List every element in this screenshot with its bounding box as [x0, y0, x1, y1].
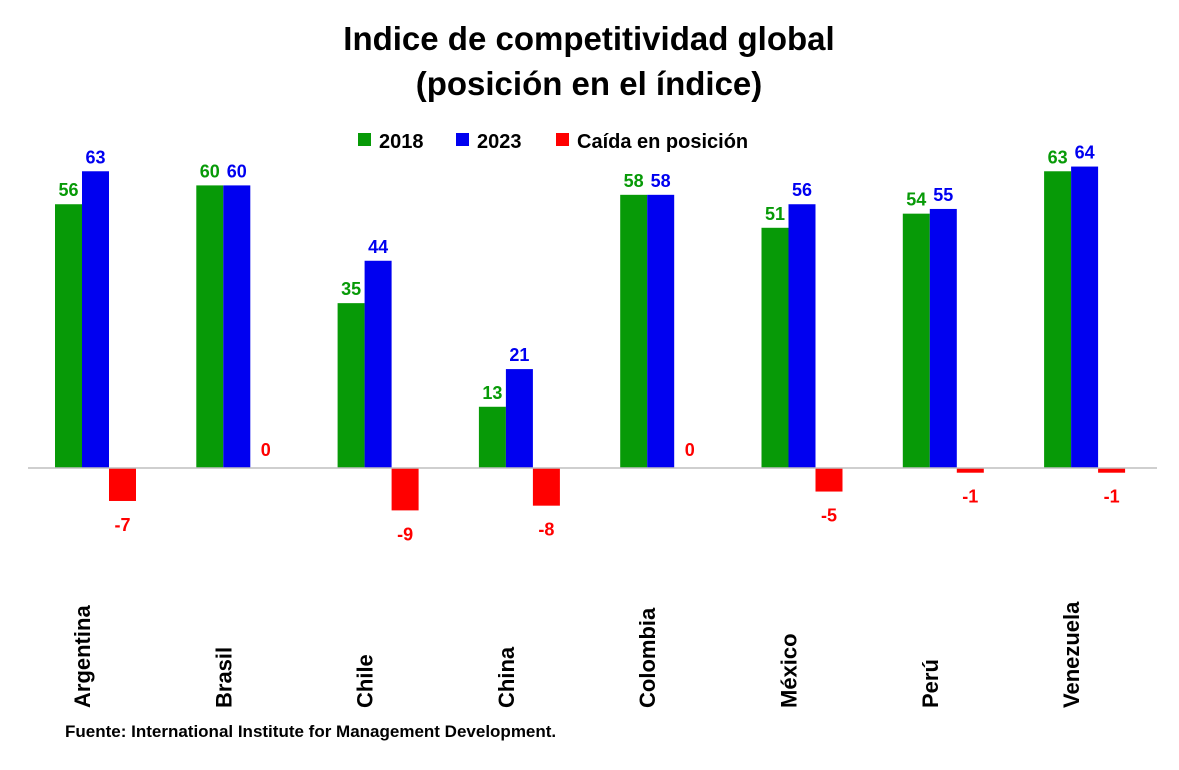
value-label-drop-china: -8 [538, 520, 554, 540]
bar-drop-méxico [815, 468, 843, 492]
source-note: Fuente: International Institute for Mana… [65, 722, 557, 741]
value-label-2023-colombia: 58 [651, 171, 671, 191]
category-label-perú: Perú [918, 659, 943, 708]
bar-2023-perú [929, 208, 957, 468]
value-label-2023-chile: 44 [368, 237, 388, 257]
value-label-drop-brasil: 0 [261, 440, 271, 460]
chart-title-line-1: Indice de competitividad global [343, 20, 834, 57]
bar-2023-méxico [788, 204, 816, 469]
value-label-2023-méxico: 56 [792, 180, 812, 200]
bar-drop-venezuela [1098, 468, 1126, 473]
bar-2018-brasil [196, 185, 224, 468]
bar-2023-china [505, 369, 533, 468]
bar-drop-chile [391, 468, 419, 511]
category-labels-group: Argentina Brasil Chile China Colombia México P… [70, 601, 1084, 708]
category-label-colombia: Colombia [635, 607, 660, 708]
value-labels-group: 56 63 -7 60 60 0 35 44 -9 13 21 -8 58 58 0 51 56 -5 54 55 -1… [58, 143, 1119, 545]
value-label-2018-chile: 35 [341, 279, 361, 299]
bar-2018-perú [902, 213, 930, 468]
bar-drop-china [532, 468, 560, 506]
legend-swatch-drop [556, 133, 569, 146]
value-label-2023-china: 21 [509, 345, 529, 365]
value-label-2018-brasil: 60 [200, 161, 220, 181]
bar-2023-chile [364, 260, 392, 468]
value-label-drop-méxico: -5 [821, 506, 837, 526]
value-label-2023-brasil: 60 [227, 161, 247, 181]
value-label-drop-venezuela: -1 [1104, 487, 1120, 507]
bar-2023-brasil [223, 185, 251, 468]
legend-swatch-2018 [358, 133, 371, 146]
category-label-chile: Chile [353, 654, 378, 708]
legend-swatch-2023 [456, 133, 469, 146]
bar-2018-méxico [761, 227, 789, 468]
value-label-2023-argentina: 63 [85, 147, 105, 167]
value-label-2018-china: 13 [482, 383, 502, 403]
bar-drop-perú [956, 468, 984, 473]
value-label-drop-chile: -9 [397, 524, 413, 544]
bar-2018-venezuela [1044, 171, 1072, 468]
legend: 2018 2023 Caída en posición [358, 131, 748, 153]
value-label-drop-perú: -1 [962, 487, 978, 507]
value-label-2018-colombia: 58 [624, 171, 644, 191]
chart: Indice de competitividad global (posició… [28, 20, 1157, 708]
value-label-2018-venezuela: 63 [1048, 147, 1068, 167]
value-label-drop-argentina: -7 [114, 515, 130, 535]
bar-drop-argentina [109, 468, 136, 501]
value-label-drop-colombia: 0 [685, 440, 695, 460]
value-label-2018-méxico: 51 [765, 204, 785, 224]
bars-group [55, 166, 1126, 511]
value-label-2018-argentina: 56 [58, 180, 78, 200]
bar-2023-argentina [82, 171, 109, 468]
category-label-venezuela: Venezuela [1059, 601, 1084, 708]
bar-2023-venezuela [1071, 166, 1099, 468]
bar-2018-chile [337, 303, 365, 468]
value-label-2023-perú: 55 [933, 185, 953, 205]
legend-label-drop: Caída en posición [577, 131, 748, 153]
category-label-brasil: Brasil [211, 647, 236, 708]
category-label-china: China [494, 646, 519, 708]
chart-title-line-2: (posición en el índice) [416, 65, 763, 102]
category-label-méxico: México [777, 633, 802, 708]
value-label-2018-perú: 54 [906, 190, 926, 210]
bar-2018-argentina [55, 204, 82, 469]
value-label-2023-venezuela: 64 [1075, 143, 1095, 163]
bar-2018-colombia [620, 194, 648, 468]
legend-label-2018: 2018 [379, 131, 424, 153]
bar-2018-china [478, 406, 506, 468]
legend-label-2023: 2023 [477, 131, 522, 153]
bar-2023-colombia [647, 194, 675, 468]
category-label-argentina: Argentina [70, 605, 95, 708]
